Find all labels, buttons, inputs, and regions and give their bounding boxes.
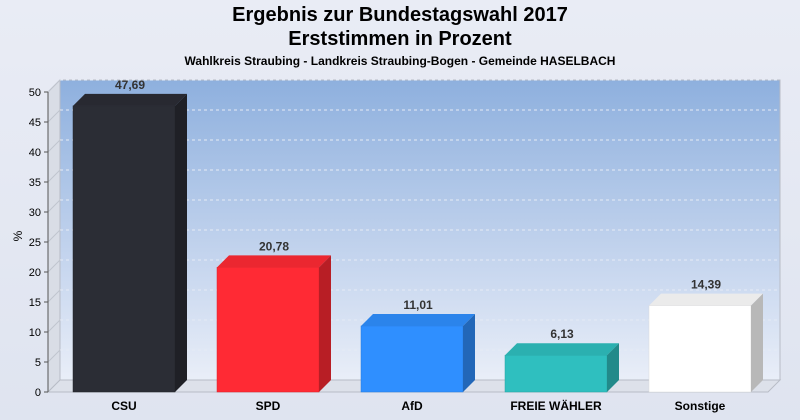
bar-front — [72, 105, 176, 393]
y-tick-label: 20 — [29, 267, 41, 279]
y-tick-label: 30 — [29, 207, 41, 219]
x-tick-label: CSU — [111, 399, 136, 413]
bar-freie-wähler — [504, 343, 619, 393]
y-axis: 0 5 10 15 20 25 30 35 40 45 50% — [11, 87, 49, 399]
bar-front — [504, 354, 608, 393]
bar-side — [319, 255, 331, 392]
y-axis-title: % — [11, 230, 25, 241]
x-tick-label: AfD — [401, 399, 423, 413]
y-tick-label: 0 — [35, 387, 41, 399]
y-tick-label: 50 — [29, 87, 41, 99]
bar-value-label: 47,69 — [115, 78, 145, 92]
bar-side — [607, 343, 619, 392]
bar-value-label: 20,78 — [259, 239, 289, 253]
gridline-side — [47, 289, 61, 303]
bar-csu — [72, 93, 187, 393]
bar-top — [217, 255, 331, 268]
y-tick-label: 15 — [29, 297, 41, 309]
bar-top — [361, 313, 475, 326]
bar-front — [216, 267, 320, 393]
bar-side — [751, 293, 763, 392]
gridline-side — [47, 229, 61, 243]
y-tick-label: 45 — [29, 117, 41, 129]
gridline-side — [47, 319, 61, 333]
bar-front — [648, 305, 752, 393]
bar-top — [73, 93, 187, 106]
bars — [72, 93, 763, 393]
x-tick-label: Sonstige — [675, 399, 726, 413]
bar-value-label: 14,39 — [691, 278, 721, 292]
bar-afd — [360, 313, 475, 393]
gridline-side — [47, 79, 61, 93]
bar-side — [463, 313, 475, 392]
bar-value-label: 11,01 — [403, 298, 433, 312]
gridline-side — [47, 139, 61, 153]
bar-top — [505, 343, 619, 356]
gridline-side — [47, 259, 61, 273]
y-tick-label: 10 — [29, 327, 41, 339]
gridline-side — [47, 109, 61, 123]
bar-side — [175, 93, 187, 393]
chart-subtitle: Erststimmen in Prozent — [288, 28, 512, 50]
chart-caption: Wahlkreis Straubing - Landkreis Straubin… — [184, 54, 616, 68]
gridline-side — [47, 169, 61, 183]
bar-sonstige — [648, 293, 763, 393]
x-tick-label: FREIE WÄHLER — [510, 398, 602, 413]
chart-title: Ergebnis zur Bundestagswahl 2017 — [232, 4, 568, 26]
y-tick-label: 40 — [29, 147, 41, 159]
y-tick-label: 35 — [29, 177, 41, 189]
bar-value-label: 6,13 — [550, 327, 574, 341]
gridline-side — [47, 199, 61, 213]
gridline-side — [47, 349, 61, 363]
bar-top — [649, 293, 763, 306]
labels: 47,69 CSU 20,78 SPD 11,01 AfD 6,13 FREIE WÄHLER… — [111, 78, 725, 413]
bar-spd — [216, 255, 331, 393]
bar-front — [360, 325, 464, 393]
x-tick-label: SPD — [256, 399, 281, 413]
y-tick-label: 5 — [35, 357, 41, 369]
y-tick-label: 25 — [29, 237, 41, 249]
